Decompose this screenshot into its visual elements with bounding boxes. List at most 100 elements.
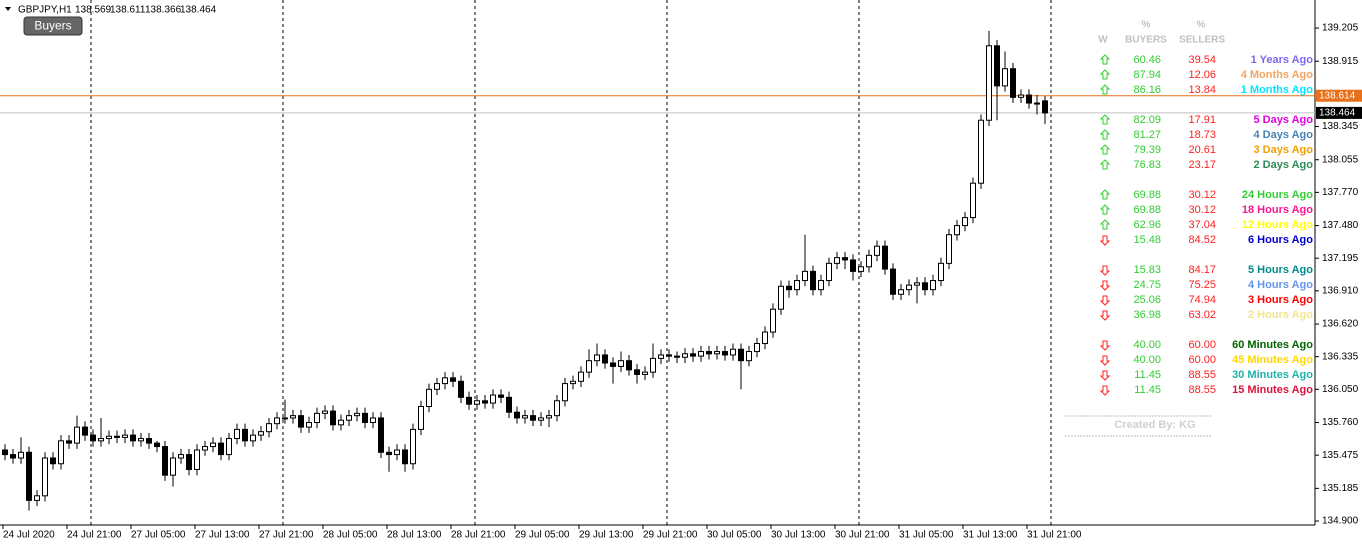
candle-body (514, 411, 520, 419)
x-tick-label: 30 Jul 13:00 (771, 530, 826, 541)
candle-body (826, 262, 832, 282)
candle-body (410, 428, 416, 465)
candle-body (978, 119, 984, 184)
candle-body (418, 405, 424, 430)
candle-body (1010, 68, 1016, 98)
buyers-pct: 36.98 (1133, 309, 1161, 321)
candle-body (690, 353, 696, 357)
candle-body (242, 428, 248, 442)
direction-arrow (1099, 114, 1111, 125)
sellers-pct: 60.00 (1188, 354, 1216, 366)
candle-body (378, 417, 384, 453)
candle-body (850, 259, 856, 272)
y-tick-label: 138.915 (1322, 56, 1359, 67)
sellers-pct: 63.02 (1188, 309, 1216, 321)
candle-body (818, 280, 824, 291)
period-label: 2 Days Ago (1253, 159, 1313, 171)
x-tick-label: 30 Jul 21:00 (835, 530, 890, 541)
candle-body (178, 454, 184, 459)
candle-body (1018, 94, 1024, 98)
buyers-pct: 15.48 (1133, 234, 1161, 246)
candle-body (338, 419, 344, 426)
direction-arrow (1099, 370, 1111, 381)
candle-body (786, 285, 792, 291)
candle-body (730, 348, 736, 356)
period-label: 60 Minutes Ago (1232, 339, 1313, 351)
candle-body (658, 354, 664, 359)
candle-body (962, 217, 968, 227)
candle-body (74, 426, 80, 444)
direction-arrow (1099, 385, 1111, 396)
candle-body (386, 451, 392, 456)
candle-body (210, 442, 216, 448)
candle-body (2, 449, 8, 456)
candle-body (770, 308, 776, 333)
candle-body (674, 355, 680, 358)
y-tick-label: 136.620 (1322, 319, 1359, 330)
direction-arrow (1099, 295, 1111, 306)
price-tag (1316, 106, 1362, 119)
candle-body (650, 357, 656, 373)
buyers-button[interactable] (23, 16, 83, 36)
buyers-pct: 79.39 (1133, 144, 1161, 156)
buyers-pct: 40.00 (1133, 339, 1161, 351)
sellers-pct: 20.61 (1188, 144, 1216, 156)
sellers-pct: 39.54 (1188, 54, 1216, 66)
y-tick-label: 138.345 (1322, 121, 1359, 132)
y-tick-label: 134.900 (1322, 516, 1359, 527)
candle-body (1026, 94, 1032, 104)
x-tick-label: 29 Jul 21:00 (643, 530, 698, 541)
buyers-pct: 69.88 (1133, 204, 1161, 216)
sellers-pct: 88.55 (1188, 384, 1216, 396)
candle-body (954, 225, 960, 236)
candle-body (890, 268, 896, 295)
candle-body (738, 348, 744, 362)
candle-body (170, 457, 176, 476)
candle-body (26, 451, 32, 501)
period-label: 3 Days Ago (1253, 144, 1313, 156)
candle-body (618, 360, 624, 367)
menu-icon[interactable] (5, 7, 11, 11)
symbol-title: GBPJPY,H1 (18, 5, 72, 16)
y-tick-label: 138.055 (1322, 154, 1359, 165)
period-label: 5 Days Ago (1253, 114, 1313, 126)
candle-body (130, 434, 136, 442)
period-label: 24 Hours Ago (1242, 189, 1313, 201)
candle-body (466, 396, 472, 405)
direction-arrow (1099, 69, 1111, 80)
x-tick-label: 30 Jul 05:00 (707, 530, 762, 541)
sellers-pct: 84.52 (1188, 234, 1216, 246)
y-tick-label: 137.770 (1322, 187, 1359, 198)
candle-body (266, 423, 272, 433)
candle-body (66, 440, 72, 444)
direction-arrow (1099, 204, 1111, 215)
panel-header: BUYERS (1125, 35, 1167, 46)
candle-body (666, 354, 672, 357)
y-tick-label: 139.205 (1322, 23, 1359, 34)
period-label: 5 Hours Ago (1248, 264, 1313, 276)
candle-body (642, 371, 648, 375)
buyers-pct: 24.75 (1133, 279, 1161, 291)
sellers-pct: 88.55 (1188, 369, 1216, 381)
candle-body (10, 454, 16, 459)
period-label: 15 Minutes Ago (1232, 384, 1313, 396)
period-label: 6 Hours Ago (1248, 234, 1313, 246)
candle-body (490, 394, 496, 404)
direction-arrow (1099, 189, 1111, 200)
period-label: 4 Months Ago (1241, 69, 1314, 81)
button-label[interactable]: Buyers (34, 19, 71, 33)
candle-body (282, 417, 288, 420)
candle-body (106, 435, 112, 440)
period-label: 45 Minutes Ago (1232, 354, 1313, 366)
candle-body (626, 360, 632, 371)
y-tick-label: 135.185 (1322, 483, 1359, 494)
y-tick-label: 135.760 (1322, 417, 1359, 428)
price-tag-label: 138.614 (1319, 90, 1356, 101)
candle-body (714, 351, 720, 355)
candle-body (634, 369, 640, 375)
candle-body (274, 417, 280, 425)
candle-body (314, 412, 320, 424)
candle-body (754, 343, 760, 353)
period-label: 12 Hours Ago (1242, 219, 1313, 231)
candle-body (474, 400, 480, 405)
